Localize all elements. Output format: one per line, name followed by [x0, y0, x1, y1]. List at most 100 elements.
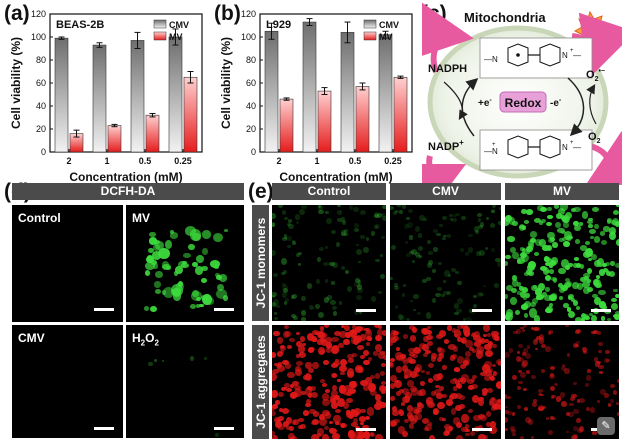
cell-speck — [511, 428, 517, 434]
cell-speck — [390, 337, 397, 344]
cell-speck — [273, 330, 280, 337]
jc1-header-cmv: CMV — [390, 183, 501, 200]
cell-speck — [418, 233, 422, 238]
cell-speck — [336, 242, 341, 247]
cell-speck — [559, 238, 564, 242]
cell-speck — [272, 406, 276, 412]
cell-speck — [490, 223, 495, 228]
cell-speck — [523, 272, 529, 276]
cell-speck — [407, 404, 414, 412]
cell-speck — [413, 372, 420, 377]
cell-speck — [322, 398, 331, 406]
cell-speck — [355, 243, 360, 247]
cell-speck — [283, 383, 290, 388]
cell-speck — [613, 313, 619, 318]
cell-speck — [591, 315, 598, 321]
cell-speck — [326, 347, 332, 353]
cell-speck — [452, 346, 459, 352]
scale-bar — [472, 309, 492, 312]
x-tick-label: 2 — [66, 156, 71, 166]
cell-speck — [402, 364, 408, 372]
cell-speck — [308, 408, 316, 414]
cell-speck — [390, 374, 398, 382]
cell-speck — [478, 399, 484, 406]
cell-speck — [287, 222, 291, 226]
cell-speck — [319, 413, 325, 421]
cell-speck — [558, 267, 566, 275]
cell-speck — [304, 402, 312, 408]
cell-speck — [291, 314, 296, 319]
cell-speck — [398, 314, 404, 320]
cell-speck — [169, 230, 174, 235]
cell-speck — [286, 236, 293, 242]
cell-speck — [305, 398, 311, 404]
cell-speck — [494, 335, 499, 341]
cell-speck — [165, 266, 171, 271]
cell-speck — [394, 305, 399, 310]
cell-speck — [401, 292, 406, 297]
cell-speck — [359, 310, 363, 314]
cell-speck — [592, 293, 598, 298]
cell-speck — [589, 228, 596, 234]
cell-speck — [278, 408, 283, 413]
cell-speck — [531, 297, 538, 304]
cell-speck — [488, 374, 495, 380]
cell-speck — [484, 246, 489, 251]
cell-speck — [409, 418, 418, 425]
cell-speck — [498, 207, 501, 211]
cell-speck — [374, 403, 383, 411]
cell-speck — [154, 240, 160, 245]
cell-speck — [588, 224, 593, 228]
cell-speck — [610, 261, 616, 266]
y-tick-label: 100 — [31, 32, 46, 42]
cell-speck — [281, 282, 286, 286]
cell-speck — [396, 346, 401, 352]
cell-speck — [444, 425, 453, 434]
edit-image-icon[interactable]: ✎ — [597, 417, 615, 435]
cell-speck — [283, 421, 290, 428]
cell-speck — [281, 209, 287, 216]
dcfh-mv-label: MV — [132, 211, 150, 225]
cell-speck — [472, 414, 481, 421]
cell-speck — [391, 329, 398, 335]
cell-speck — [345, 332, 352, 338]
cell-speck — [563, 303, 569, 308]
cell-speck — [281, 271, 285, 275]
cell-speck — [408, 423, 414, 430]
cell-speck — [309, 347, 315, 352]
cell-speck — [202, 293, 213, 306]
cell-speck — [582, 286, 590, 295]
cell-speck — [417, 390, 424, 396]
cell-speck — [363, 246, 369, 253]
cell-speck — [195, 266, 203, 275]
cell-speck — [272, 368, 279, 374]
cell-speck — [426, 263, 432, 268]
cell-speck — [409, 359, 416, 365]
cell-speck — [467, 247, 473, 253]
cell-speck — [597, 360, 602, 364]
cell-speck — [337, 398, 346, 408]
cell-speck — [525, 249, 531, 254]
cell-speck — [439, 329, 447, 337]
cell-speck — [542, 291, 548, 297]
svg-text:—N: —N — [484, 147, 498, 156]
cell-speck — [422, 352, 428, 357]
cell-speck — [427, 378, 433, 383]
cell-speck — [422, 336, 429, 343]
cell-speck — [391, 406, 397, 413]
cell-speck — [461, 325, 468, 329]
cmv-bar-0.25 — [378, 34, 393, 153]
cell-speck — [398, 409, 405, 416]
cell-speck — [331, 433, 340, 439]
cell-speck — [379, 254, 384, 258]
cell-speck — [512, 374, 518, 380]
cell-speck — [565, 278, 571, 282]
cell-speck — [435, 292, 441, 297]
cell-speck — [340, 266, 345, 270]
cell-speck — [426, 329, 433, 335]
cell-speck — [353, 206, 359, 212]
cell-speck — [210, 260, 221, 268]
legend-swatch-mv — [153, 31, 167, 41]
cell-speck — [300, 295, 306, 302]
x-tick-label: 1 — [104, 156, 109, 166]
